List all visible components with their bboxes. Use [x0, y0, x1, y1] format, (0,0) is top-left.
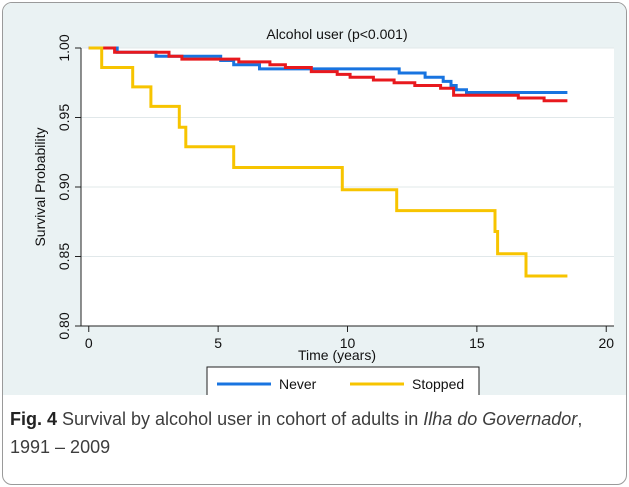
- series-line-never: [88, 46, 568, 94]
- y-tick-label: 0.85: [56, 243, 72, 270]
- x-tick-label: 5: [214, 335, 222, 351]
- y-tick-label: 1.00: [56, 34, 72, 61]
- legend-box: [206, 366, 480, 395]
- y-tick-label: 0.95: [56, 104, 72, 131]
- x-tick-label: 0: [85, 335, 93, 351]
- caption-text-2: , 1991 – 2009: [10, 409, 583, 457]
- x-axis: 0 5 10 15 20: [81, 325, 614, 351]
- legend-label-never: Never: [279, 376, 317, 392]
- x-axis-label: Time (years): [298, 347, 376, 363]
- x-tick-label: 10: [340, 335, 356, 351]
- survival-chart: Alcohol user (p<0.001) 0.80 0.85 0.90 0.95 1…: [32, 26, 614, 395]
- y-axis-label: Survival Probability: [32, 127, 48, 246]
- chart-title: Alcohol user (p<0.001): [266, 26, 407, 42]
- caption-italic: Ilha do Governador: [423, 409, 578, 429]
- caption-text-1: Survival by alcohol user in cohort of ad…: [57, 409, 424, 429]
- legend: NeverStoppedDrinker: [206, 366, 480, 395]
- y-tick-label: 0.90: [56, 173, 72, 200]
- y-tick-label: 0.80: [56, 312, 72, 339]
- y-axis: 0.80 0.85 0.90 0.95 1.00: [56, 34, 82, 340]
- caption-label: Fig. 4: [10, 409, 58, 429]
- legend-label-stopped: Stopped: [412, 376, 464, 392]
- series-line-stopped: [88, 46, 568, 278]
- x-tick-label: 20: [598, 335, 614, 351]
- series-line-drinker: [88, 46, 568, 103]
- figure-caption: Fig. 4 Survival by alcohol user in cohor…: [10, 405, 620, 461]
- series-group: [88, 46, 568, 278]
- x-tick-label: 15: [469, 335, 485, 351]
